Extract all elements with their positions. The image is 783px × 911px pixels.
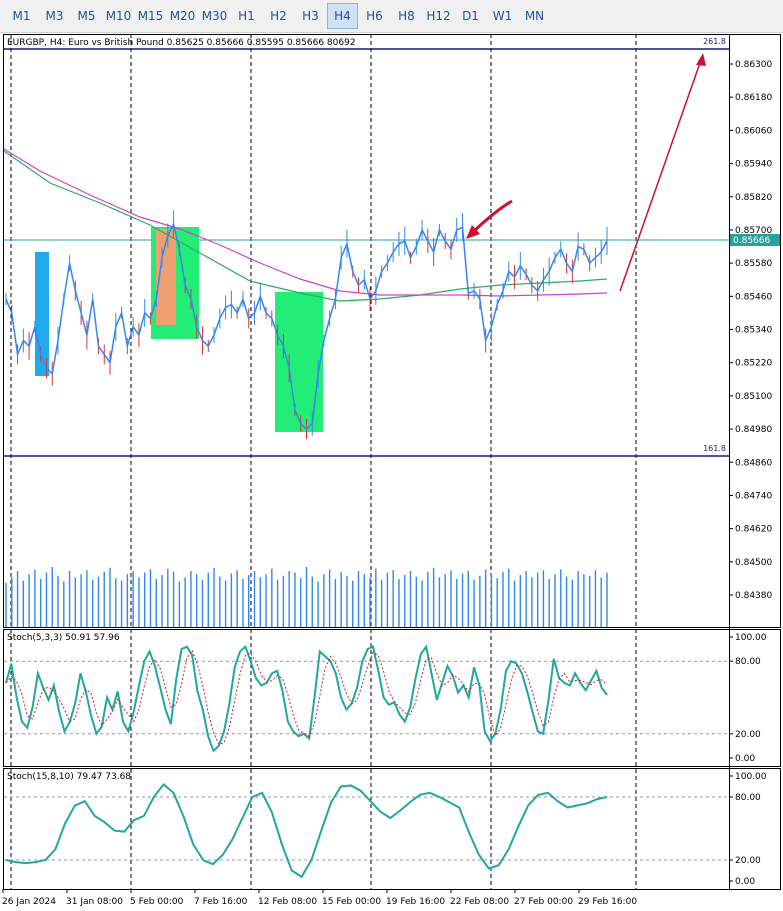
- stoch-slow-level-label: 0.00: [735, 877, 755, 887]
- current-price-badge: [730, 234, 780, 246]
- timeframe-button-h6[interactable]: H6: [366, 9, 383, 23]
- time-label: 31 Jan 08:00: [66, 897, 123, 907]
- price-tick-label: 0.84500: [735, 558, 772, 568]
- stoch-fast-level-label: 80.00: [735, 657, 761, 667]
- stoch-fast-signal-line: [5, 649, 608, 745]
- price-tick-label: 0.86300: [735, 60, 772, 70]
- time-label: 22 Feb 08:00: [450, 897, 509, 907]
- moving-average-fast: [3, 150, 608, 302]
- fib-upper-label: 261.8: [703, 37, 726, 46]
- timeframe-button-m30[interactable]: M30: [201, 9, 228, 23]
- annotation-arrow-target-head: [696, 53, 706, 66]
- highlight-box-orange: [156, 229, 176, 325]
- stoch-slow-level-label: 100.00: [735, 772, 767, 782]
- chart-header: EURGBP, H4: Euro vs British Pound 0.8562…: [7, 38, 356, 48]
- current-price-label: 0.85666: [733, 236, 770, 246]
- price-tick-label: 0.85220: [735, 359, 772, 369]
- price-chart[interactable]: 0.86300 0.86180 0.86060 0.85940 0.85820 0.857…: [0, 33, 783, 911]
- price-tick-label: 0.85340: [735, 326, 772, 336]
- timeframe-button-h4[interactable]: H4: [327, 3, 358, 29]
- time-label: 19 Feb 16:00: [386, 897, 445, 907]
- moving-average-slow: [3, 148, 608, 297]
- time-label: 27 Feb 00:00: [514, 897, 573, 907]
- timeframe-button-m10[interactable]: M10: [105, 9, 132, 23]
- price-tick-label: 0.86060: [735, 126, 772, 136]
- timeframe-button-h1[interactable]: H1: [238, 9, 255, 23]
- highlight-box-green-2: [275, 292, 323, 432]
- timeframe-button-m1[interactable]: M1: [12, 9, 31, 23]
- timeframe-button-d1[interactable]: D1: [462, 9, 479, 23]
- price-tick-label: 0.84860: [735, 458, 772, 468]
- timeframe-button-m3[interactable]: M3: [45, 9, 64, 23]
- price-tick-label: 0.85940: [735, 160, 772, 170]
- price-tick-label: 0.84980: [735, 425, 772, 435]
- stoch-slow-level-label: 80.00: [735, 793, 761, 803]
- main-panel-frame: [3, 34, 781, 628]
- time-label: 26 Jan 2024: [2, 897, 56, 907]
- price-tick-label: 0.85460: [735, 292, 772, 302]
- stoch-slow-level-label: 20.00: [735, 856, 761, 866]
- stoch-slow-title: Stoch(15,8,10) 79.47 73.68: [7, 772, 131, 782]
- price-tick-label: 0.86180: [735, 93, 772, 103]
- price-tick-label: 0.84380: [735, 591, 772, 601]
- time-label: 12 Feb 08:00: [258, 897, 317, 907]
- time-label: 5 Feb 00:00: [130, 897, 184, 907]
- timeframe-button-h3[interactable]: H3: [302, 9, 319, 23]
- timeframe-toolbar: M1 M3 M5 M10 M15 M20 M30 H1 H2 H3 H4 H6 H8 H12 D1 W1 MN: [0, 0, 783, 33]
- price-tick-label: 0.85700: [735, 226, 772, 236]
- price-line: [5, 222, 608, 431]
- timeframe-button-m15[interactable]: M15: [137, 9, 164, 23]
- stoch1-panel-frame: [3, 629, 781, 767]
- price-tick-label: 0.84620: [735, 525, 772, 535]
- timeframe-button-h2[interactable]: H2: [270, 9, 287, 23]
- timeframe-button-h8[interactable]: H8: [398, 9, 415, 23]
- fib-lower-label: 161.8: [703, 444, 726, 453]
- timeframe-button-m20[interactable]: M20: [169, 9, 196, 23]
- stoch-fast-level-label: 100.00: [735, 633, 767, 643]
- stoch-fast-level-label: 20.00: [735, 730, 761, 740]
- stoch-slow-main-line: [5, 782, 608, 879]
- time-label: 29 Feb 16:00: [578, 897, 637, 907]
- timeframe-button-mn[interactable]: MN: [524, 9, 545, 23]
- price-tick-label: 0.84740: [735, 491, 772, 501]
- time-label: 15 Feb 00:00: [322, 897, 381, 907]
- annotation-arrow-target: [619, 59, 702, 292]
- price-tick-label: 0.85580: [735, 259, 772, 269]
- annotation-arrow-curve-head: [466, 225, 480, 239]
- price-tick-label: 0.85820: [735, 193, 772, 203]
- stoch-fast-title: Stoch(5,3,3) 50.91 57.96: [7, 633, 120, 643]
- timeframe-button-m5[interactable]: M5: [77, 9, 96, 23]
- stoch2-panel-frame: [3, 768, 781, 890]
- time-label: 7 Feb 16:00: [194, 897, 248, 907]
- price-tick-label: 0.85100: [735, 392, 772, 402]
- timeframe-button-w1[interactable]: W1: [492, 9, 513, 23]
- stoch-fast-main-line: [5, 644, 608, 753]
- timeframe-button-h12[interactable]: H12: [426, 9, 451, 23]
- annotation-arrow-curve: [470, 199, 513, 235]
- stoch-fast-level-label: 0.00: [735, 754, 755, 764]
